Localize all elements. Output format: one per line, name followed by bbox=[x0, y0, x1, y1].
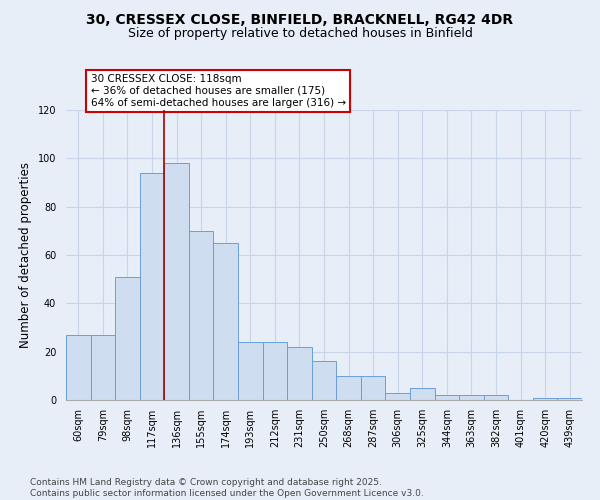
Bar bbox=[66, 335, 91, 400]
Bar bbox=[410, 388, 434, 400]
Text: 30, CRESSEX CLOSE, BINFIELD, BRACKNELL, RG42 4DR: 30, CRESSEX CLOSE, BINFIELD, BRACKNELL, … bbox=[86, 12, 514, 26]
Text: 30 CRESSEX CLOSE: 118sqm
← 36% of detached houses are smaller (175)
64% of semi-: 30 CRESSEX CLOSE: 118sqm ← 36% of detach… bbox=[91, 74, 346, 108]
Bar bbox=[459, 395, 484, 400]
Bar bbox=[557, 398, 582, 400]
Bar bbox=[214, 243, 238, 400]
Bar bbox=[287, 347, 312, 400]
Text: Contains HM Land Registry data © Crown copyright and database right 2025.
Contai: Contains HM Land Registry data © Crown c… bbox=[30, 478, 424, 498]
Y-axis label: Number of detached properties: Number of detached properties bbox=[19, 162, 32, 348]
Bar bbox=[434, 395, 459, 400]
Bar bbox=[238, 342, 263, 400]
Bar bbox=[312, 362, 336, 400]
Bar bbox=[385, 393, 410, 400]
Bar bbox=[361, 376, 385, 400]
Bar bbox=[140, 173, 164, 400]
Bar bbox=[263, 342, 287, 400]
Bar bbox=[533, 398, 557, 400]
Bar bbox=[115, 277, 140, 400]
Text: Size of property relative to detached houses in Binfield: Size of property relative to detached ho… bbox=[128, 28, 472, 40]
Bar bbox=[91, 335, 115, 400]
Bar bbox=[484, 395, 508, 400]
Bar bbox=[189, 231, 214, 400]
Bar bbox=[164, 163, 189, 400]
Bar bbox=[336, 376, 361, 400]
